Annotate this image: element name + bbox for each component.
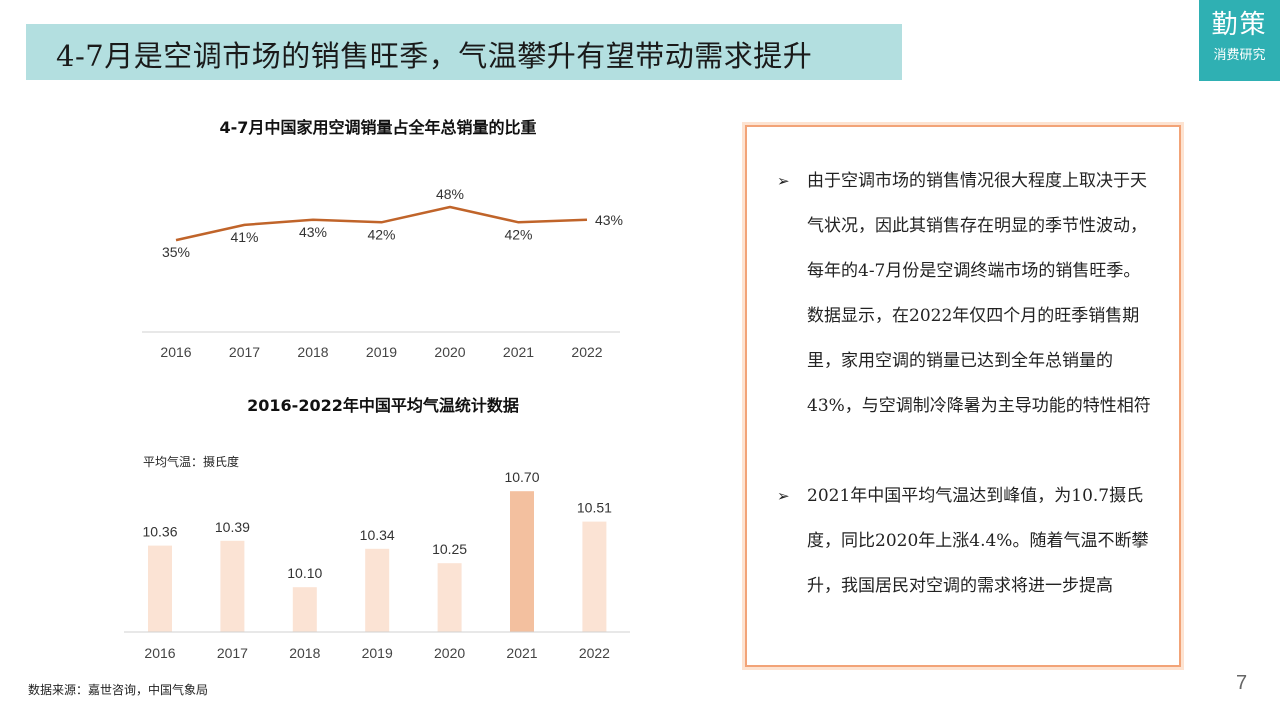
bar-data-label: 10.39: [215, 519, 250, 535]
bar-chart: 平均气温：摄氏度 10.36 2016 10.39 2017 10.10 2018 10.34…: [124, 454, 630, 661]
bullet-text-1: 由于空调市场的销售情况很大程度上取决于天气状况，因此其销售存在明显的季节性波动，…: [807, 171, 1151, 416]
line-chart: 35% 2016 41% 2017 43% 2018 42% 2019 48% 2020 42% 20…: [142, 186, 623, 360]
bar-data-label: 10.70: [504, 469, 539, 485]
page-number: 7: [1236, 672, 1248, 694]
bar-data-label: 10.34: [360, 527, 395, 543]
arrow-bullet-icon: ➢: [777, 172, 790, 190]
line-x-tick-label: 2020: [434, 344, 465, 360]
bar-x-tick-label: 2018: [289, 645, 320, 661]
bullet-text-2: 2021年中国平均气温达到峰值，为10.7摄氏度，同比2020年上涨4.4%。随…: [807, 486, 1149, 596]
bar-data-label: 10.25: [432, 541, 467, 557]
line-data-label: 43%: [299, 224, 327, 240]
bar-2017: [220, 540, 245, 632]
bar-x-tick-label: 2022: [579, 645, 610, 661]
bullet-item-2: ➢ 2021年中国平均气温达到峰值，为10.7摄氏度，同比2020年上涨4.4%…: [777, 474, 1157, 609]
line-data-label: 41%: [230, 229, 258, 245]
line-data-label: 43%: [595, 212, 623, 228]
title-bar: 4-7月是空调市场的销售旺季，气温攀升有望带动需求提升: [26, 24, 902, 80]
bar-2020: [437, 563, 462, 632]
line-data-label: 42%: [367, 226, 395, 242]
line-x-tick-label: 2019: [366, 344, 397, 360]
bar-data-label: 10.10: [287, 565, 322, 581]
brand-logo: 勤策 消费研究: [1199, 0, 1280, 81]
bar-x-tick-label: 2021: [506, 645, 537, 661]
bar-x-tick-label: 2019: [362, 645, 393, 661]
bar-2016: [148, 545, 172, 632]
bar-x-tick-label: 2020: [434, 645, 465, 661]
bar-x-tick-label: 2017: [217, 645, 248, 661]
analysis-panel: ➢ 由于空调市场的销售情况很大程度上取决于天气状况，因此其销售存在明显的季节性波…: [745, 125, 1181, 667]
line-chart-title: 4-7月中国家用空调销量占全年总销量的比重: [219, 118, 537, 137]
bar-unit-note: 平均气温：摄氏度: [143, 454, 239, 469]
line-x-tick-label: 2021: [503, 344, 534, 360]
line-x-tick-label: 2016: [160, 344, 191, 360]
bar-2019: [365, 548, 390, 632]
bar-data-label: 10.36: [142, 524, 177, 540]
bar-2022: [582, 521, 607, 632]
bar-2018: [292, 587, 317, 632]
bar-x-tick-label: 2016: [144, 645, 175, 661]
data-source-note: 数据来源：嘉世咨询，中国气象局: [28, 683, 209, 697]
line-series-path: [175, 205, 588, 242]
bar-2021: [510, 491, 534, 632]
logo-main-text: 勤策: [1211, 10, 1268, 40]
line-data-label: 48%: [436, 186, 464, 202]
line-x-tick-label: 2018: [297, 344, 328, 360]
page-title: 4-7月是空调市场的销售旺季，气温攀升有望带动需求提升: [56, 39, 813, 73]
line-x-tick-label: 2022: [571, 344, 602, 360]
line-x-tick-label: 2017: [229, 344, 260, 360]
arrow-bullet-icon: ➢: [777, 487, 790, 505]
logo-sub-text: 消费研究: [1213, 48, 1266, 63]
bar-data-label: 10.51: [577, 500, 612, 516]
line-data-label: 42%: [504, 226, 532, 242]
bullet-item-1: ➢ 由于空调市场的销售情况很大程度上取决于天气状况，因此其销售存在明显的季节性波…: [777, 159, 1157, 429]
bar-chart-title: 2016-2022年中国平均气温统计数据: [247, 396, 519, 415]
line-data-label: 35%: [162, 244, 190, 260]
